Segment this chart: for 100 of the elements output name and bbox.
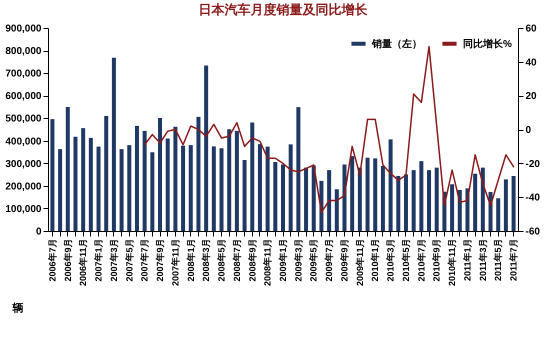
bar	[473, 174, 478, 231]
y-tick-label: 700,000	[5, 68, 42, 80]
bar	[250, 122, 254, 231]
bar	[412, 170, 416, 231]
x-tick-label: 2008年1月	[186, 238, 196, 282]
x-tick-label: 2011年1月	[462, 238, 472, 282]
bar	[150, 152, 154, 231]
x-tick-label: 2008年11月	[262, 238, 273, 286]
x-tick-label: 2011年7月	[508, 238, 519, 282]
bar	[127, 145, 132, 231]
y2-tick-label: 0	[526, 125, 532, 136]
bar	[166, 138, 170, 231]
bar	[227, 129, 232, 231]
x-tick-label: 2010年3月	[386, 238, 396, 282]
bar	[504, 179, 508, 231]
x-tick-label: 2010年7月	[416, 238, 426, 282]
bar	[327, 170, 332, 231]
bar	[96, 146, 101, 231]
bar	[158, 118, 162, 231]
x-tick-label: 2009年9月	[339, 238, 350, 282]
bar	[296, 107, 300, 231]
x-tick-label: 2007年3月	[108, 238, 119, 282]
bar	[380, 166, 385, 231]
bar	[373, 158, 378, 231]
x-tick-label: 2007年7月	[140, 238, 150, 282]
x-tick-label: 2009年7月	[324, 238, 334, 282]
bar	[312, 165, 316, 231]
y2-tick-label: 60	[526, 24, 538, 34]
bar	[120, 149, 124, 231]
x-tick-label: 2008年9月	[247, 238, 258, 282]
y2-tick-label: -20	[526, 158, 540, 170]
bar	[404, 174, 408, 231]
bar	[220, 148, 224, 231]
bar	[434, 168, 439, 231]
bar	[204, 65, 208, 231]
x-tick-label: 2008年3月	[201, 238, 212, 282]
bar	[142, 130, 147, 231]
bar	[288, 144, 293, 231]
bar	[458, 190, 462, 231]
legend-label: 销量（左）	[371, 38, 422, 50]
y-tick-label: 600,000	[5, 91, 42, 102]
bar	[273, 162, 278, 231]
x-tick-label: 2007年1月	[94, 238, 104, 282]
bar	[450, 184, 454, 231]
bar	[304, 168, 308, 231]
y-tick-label: 200,000	[5, 181, 42, 192]
chart-title: 日本汽车月度销量及同比增长	[198, 2, 368, 17]
y-tick-label: 500,000	[5, 114, 42, 125]
bar	[242, 160, 247, 231]
x-tick-label: 2007年9月	[155, 238, 166, 282]
x-tick-label: 2006年7月	[47, 238, 58, 282]
y-tick-label: 400,000	[5, 136, 42, 148]
bar	[427, 170, 432, 231]
y-tick-label: 800,000	[5, 46, 42, 58]
x-tick-label: 2009年5月	[308, 238, 319, 282]
x-tick-label: 2010年9月	[432, 238, 442, 282]
bar	[181, 146, 186, 231]
bar	[66, 106, 70, 231]
x-tick-label: 2009年1月	[278, 238, 288, 282]
bar	[81, 128, 86, 231]
bar	[112, 58, 116, 231]
y2-tick-label: 40	[526, 57, 538, 68]
bar	[88, 138, 93, 231]
x-tick-label: 2009年11月	[354, 238, 365, 286]
y-tick-label: 0	[36, 226, 42, 238]
y-tick-label: 900,000	[5, 24, 42, 34]
bar	[419, 161, 424, 231]
x-tick-label: 2010年11月	[447, 238, 458, 286]
bar	[58, 149, 62, 231]
bar	[350, 156, 354, 231]
x-tick-label: 2008年7月	[232, 238, 242, 282]
y-tick-label: 300,000	[5, 158, 42, 170]
x-tick-label: 2007年11月	[170, 238, 180, 286]
bar	[480, 168, 485, 231]
bar	[266, 146, 270, 231]
bar	[188, 145, 193, 231]
y-tick-label: 100,000	[5, 204, 42, 215]
y-axis-title: 辆	[12, 302, 24, 314]
x-tick-label: 2011年5月	[493, 238, 504, 282]
bar	[342, 164, 346, 231]
bar	[234, 130, 239, 231]
bar	[366, 158, 370, 231]
x-tick-label: 2008年5月	[216, 238, 227, 282]
x-tick-label: 2010年5月	[400, 238, 411, 282]
bar	[258, 144, 262, 231]
x-tick-label: 2009年3月	[293, 238, 304, 282]
bar	[496, 198, 500, 231]
y2-tick-label: -60	[526, 226, 540, 238]
x-tick-label: 2006年9月	[62, 238, 73, 282]
legend-label: 同比增长%	[463, 38, 512, 50]
bar	[104, 116, 108, 231]
x-tick-label: 2007年5月	[124, 238, 134, 282]
bar	[512, 176, 516, 231]
bar	[212, 146, 216, 231]
bar	[196, 116, 200, 231]
bar	[50, 119, 54, 231]
bar	[334, 189, 339, 231]
y2-tick-label: -40	[526, 192, 540, 204]
bar	[134, 126, 139, 231]
bar	[73, 136, 78, 231]
